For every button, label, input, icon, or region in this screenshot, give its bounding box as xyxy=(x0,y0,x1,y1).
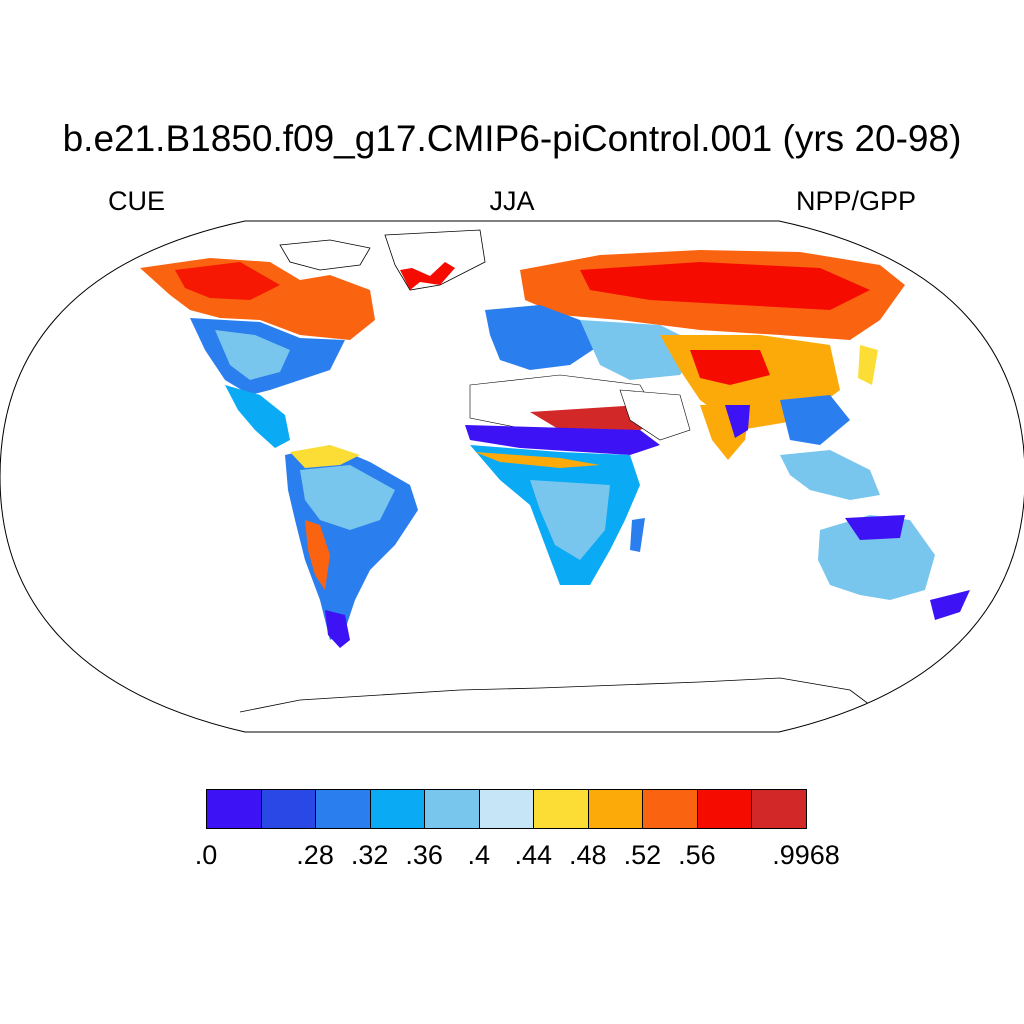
colorbar-label: .32 xyxy=(350,840,389,870)
land-india-blue xyxy=(725,405,750,438)
colorbar-label: .36 xyxy=(405,840,443,870)
colorbar-label: .44 xyxy=(514,840,553,870)
colorbar-label: .52 xyxy=(623,840,662,870)
colorbar-swatch xyxy=(587,789,644,829)
subtitle-left: CUE xyxy=(108,186,166,216)
land-madagascar xyxy=(630,518,645,552)
land-north-america-mid-light xyxy=(215,330,290,380)
colorbar-swatch xyxy=(642,789,698,829)
land-north-america-south xyxy=(225,385,290,448)
colorbar-swatch xyxy=(533,789,589,829)
colorbar-swatch xyxy=(260,789,317,829)
subtitle-center: JJA xyxy=(489,186,535,216)
colorbar-swatch xyxy=(315,789,371,829)
colorbar-label: .28 xyxy=(296,840,334,870)
land-se-asia xyxy=(780,450,880,500)
colorbar-swatch xyxy=(206,789,262,829)
land-east-asia-blue xyxy=(780,395,850,445)
land-sahel-blue-band xyxy=(465,425,660,455)
land-new-zealand xyxy=(930,590,970,620)
colorbar-swatch xyxy=(424,789,480,829)
colorbar-label: .48 xyxy=(569,840,607,870)
colorbar-swatch xyxy=(369,789,426,829)
land-greenland-rim xyxy=(400,262,455,290)
colorbar-swatch xyxy=(696,789,753,829)
colorbar-label: .4 xyxy=(467,840,490,870)
land-south-america-light xyxy=(300,465,395,530)
land-tibet-red xyxy=(690,350,770,385)
colorbar-label: .0 xyxy=(194,840,218,870)
subtitle-right: NPP/GPP xyxy=(795,186,916,216)
land-north-america-north-red xyxy=(175,262,280,300)
land-africa-light xyxy=(530,480,610,560)
plot-title: b.e21.B1850.f09_g17.CMIP6-piControl.001 … xyxy=(62,118,962,159)
colorbar-label: .56 xyxy=(678,840,716,870)
land-japan xyxy=(858,345,878,385)
colorbar-swatch xyxy=(751,789,807,829)
colorbar-swatch xyxy=(478,789,535,829)
land-africa-orange-band xyxy=(475,452,600,468)
land-australia-blue-north xyxy=(845,515,905,540)
land-arabia-white xyxy=(619,389,691,441)
land-europe xyxy=(485,305,600,370)
land-canada-arctic-islands xyxy=(279,239,371,271)
colorbar-label: .9968 xyxy=(772,840,840,870)
land-siberia-red xyxy=(580,262,870,310)
land-patagonia xyxy=(325,610,350,648)
land-andes-orange xyxy=(305,520,330,590)
land-antarctica xyxy=(239,677,871,713)
land-south-america-north-yellow xyxy=(290,445,360,468)
land-australia xyxy=(818,515,935,600)
